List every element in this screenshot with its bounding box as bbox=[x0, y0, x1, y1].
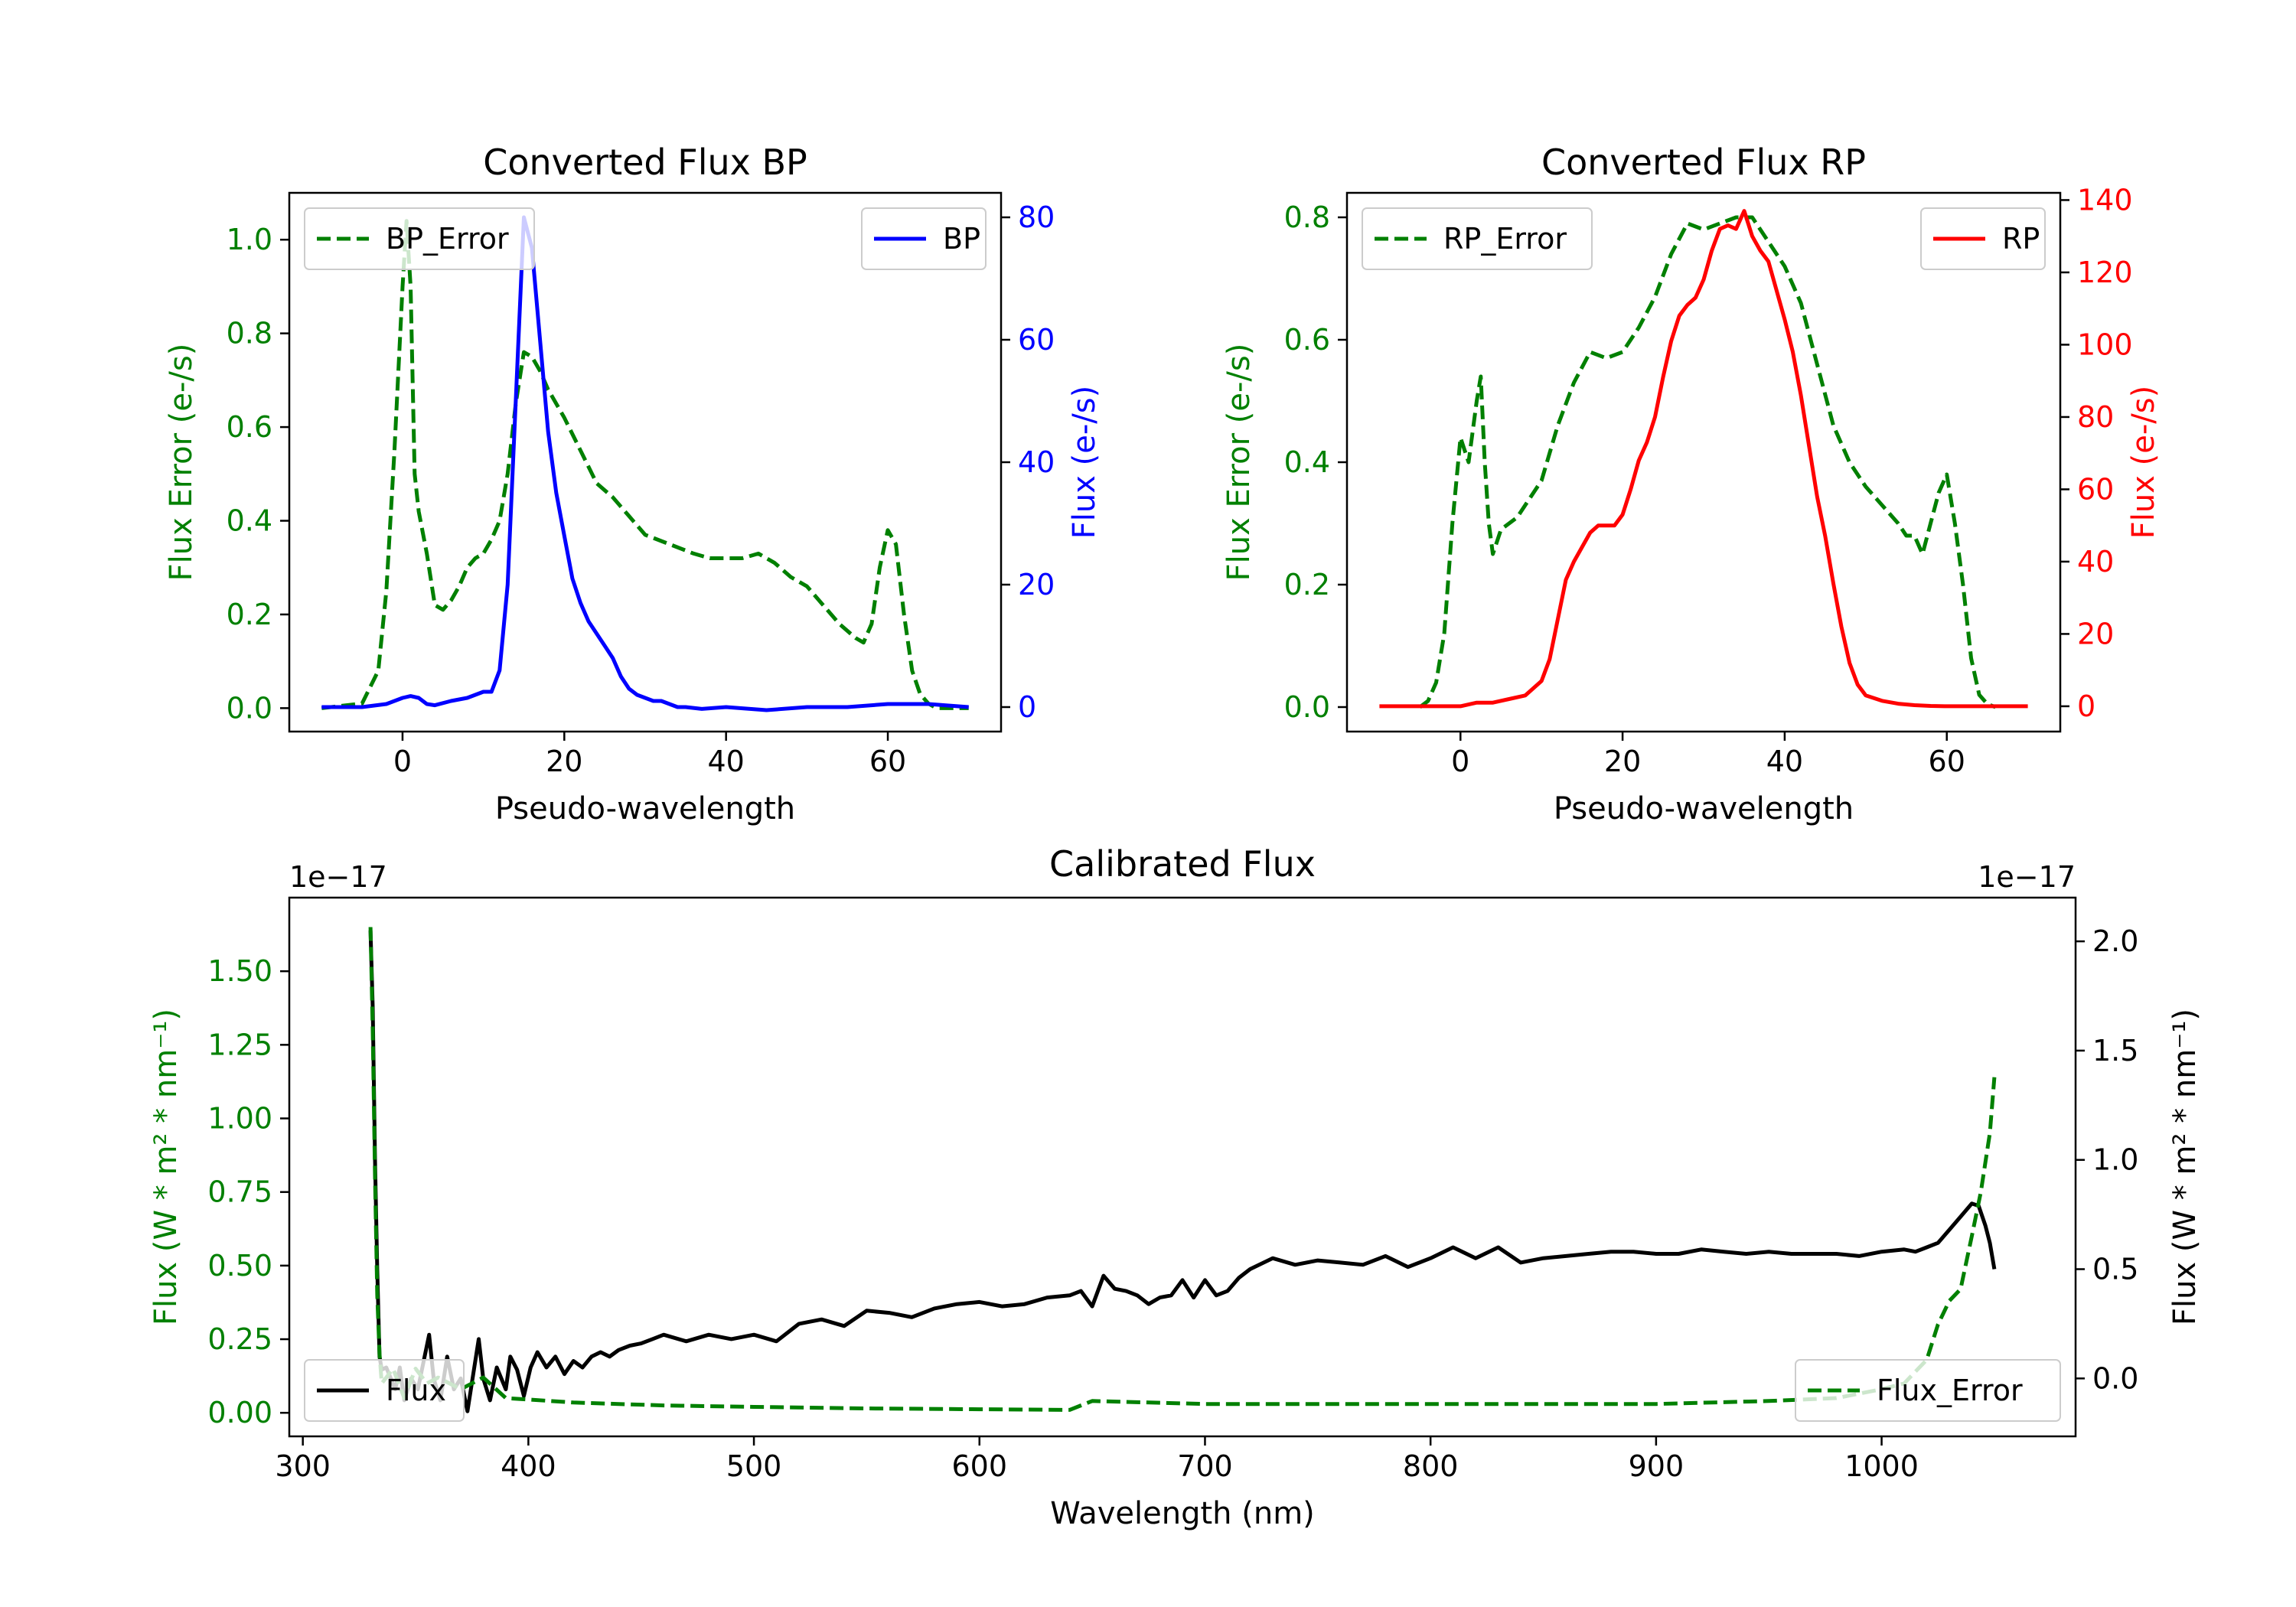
x-tick-label: 800 bbox=[1403, 1449, 1459, 1483]
y-left-axis-label: Flux (W * m² * nm⁻¹) bbox=[148, 1009, 184, 1325]
y-left-tick-label: 0.6 bbox=[1284, 323, 1330, 357]
x-tick-label: 400 bbox=[501, 1449, 556, 1483]
y-right-axis-label: Flux (e-/s) bbox=[2126, 386, 2161, 539]
x-tick-label: 20 bbox=[546, 745, 582, 778]
axes-frame bbox=[288, 191, 1003, 733]
y-right-tick-label: 20 bbox=[1018, 568, 1055, 601]
bp-panel: 0 20 40 60 0.0 0.2 0.4 0.6 0.8 1.0 0 20 40 60 80 Conver… bbox=[164, 142, 1102, 826]
y-left-tick-label: 0.8 bbox=[1284, 200, 1330, 234]
y-left-tick-label: 0.0 bbox=[227, 691, 272, 725]
x-tick-label: 20 bbox=[1604, 745, 1641, 778]
series-group bbox=[1379, 209, 2028, 709]
legend-bp: BP bbox=[861, 207, 987, 270]
rp-panel: 0 20 40 60 0.0 0.2 0.4 0.6 0.8 0 20 40 60 80 100 120 140… bbox=[1221, 142, 2161, 826]
x-tick-label: 700 bbox=[1177, 1449, 1233, 1483]
x-tick-label: 60 bbox=[1929, 745, 1965, 778]
y-left-tick-label: 1.50 bbox=[207, 954, 272, 988]
x-tick-label: 900 bbox=[1629, 1449, 1684, 1483]
chart-title: Calibrated Flux bbox=[1049, 843, 1316, 885]
y-right-tick-label: 60 bbox=[1018, 323, 1055, 357]
legend-label: BP bbox=[943, 222, 980, 256]
legend-box bbox=[304, 1359, 465, 1422]
series-line-rp-error bbox=[1418, 215, 1997, 709]
series-line-bp bbox=[321, 215, 969, 712]
series-line-bp-error bbox=[321, 219, 969, 710]
y-right-tick-label: 80 bbox=[1018, 200, 1055, 234]
x-tick-label: 0 bbox=[1451, 745, 1469, 778]
x-tick-label: 60 bbox=[869, 745, 906, 778]
x-tick-label: 500 bbox=[726, 1449, 782, 1483]
y-right-offset-label: 1e−17 bbox=[1978, 860, 2076, 894]
legend-rp-error: RP_Error bbox=[1362, 207, 1593, 270]
x-tick-label: 40 bbox=[708, 745, 745, 778]
y-left-tick-label: 0.2 bbox=[1284, 568, 1330, 601]
y-right-tick-label: 40 bbox=[2077, 545, 2114, 579]
x-axis-label: Wavelength (nm) bbox=[1050, 1496, 1315, 1531]
x-tick-label: 0 bbox=[393, 745, 412, 778]
series-line-flux-error bbox=[368, 927, 1997, 1412]
legend-flux-error: Flux_Error bbox=[1795, 1359, 2061, 1422]
y-right-tick-label: 0.5 bbox=[2092, 1253, 2138, 1286]
y-left-axis-label: Flux Error (e-/s) bbox=[164, 344, 199, 582]
y-right-tick-label: 40 bbox=[1018, 445, 1055, 479]
series-line-flux bbox=[368, 930, 1997, 1413]
series-group bbox=[368, 927, 1997, 1413]
y-left-tick-label: 0.2 bbox=[227, 598, 272, 631]
y-right-tick-label: 20 bbox=[2077, 617, 2114, 650]
axes-frame bbox=[288, 896, 2077, 1438]
y-right-tick-label: 120 bbox=[2077, 256, 2133, 289]
y-left-tick-label: 0.25 bbox=[207, 1322, 272, 1356]
series-line-rp bbox=[1379, 209, 2028, 709]
y-left-tick-label: 0.8 bbox=[227, 317, 272, 350]
y-left-tick-label: 0.6 bbox=[227, 410, 272, 444]
y-left-offset-label: 1e−17 bbox=[289, 860, 387, 894]
y-right-tick-label: 2.0 bbox=[2092, 924, 2138, 958]
y-left-tick-label: 0.4 bbox=[1284, 445, 1330, 479]
y-right-tick-label: 1.5 bbox=[2092, 1034, 2138, 1068]
legend-rp: RP bbox=[1920, 207, 2046, 270]
y-right-tick-label: 80 bbox=[2077, 400, 2114, 434]
y-left-tick-label: 1.0 bbox=[227, 223, 272, 256]
x-axis-label: Pseudo-wavelength bbox=[495, 791, 795, 826]
y-right-tick-label: 0 bbox=[2077, 689, 2095, 723]
x-tick-label: 600 bbox=[952, 1449, 1008, 1483]
y-left-tick-label: 1.25 bbox=[207, 1028, 272, 1061]
x-axis-label: Pseudo-wavelength bbox=[1554, 791, 1854, 826]
x-tick-label: 1000 bbox=[1844, 1449, 1919, 1483]
y-left-tick-label: 0.50 bbox=[207, 1249, 272, 1283]
legend-box bbox=[1795, 1359, 2061, 1422]
y-right-tick-label: 0 bbox=[1018, 690, 1036, 724]
legend-bp-error: BP_Error bbox=[304, 207, 535, 270]
y-right-tick-label: 0.0 bbox=[2092, 1361, 2138, 1395]
legend-box bbox=[304, 207, 535, 270]
x-tick-label: 300 bbox=[275, 1449, 331, 1483]
chart-title: Converted Flux RP bbox=[1541, 142, 1866, 183]
legend-label: RP_Error bbox=[1443, 222, 1567, 256]
y-left-tick-label: 0.0 bbox=[1284, 690, 1330, 724]
y-right-tick-label: 1.0 bbox=[2092, 1143, 2138, 1177]
y-right-tick-label: 140 bbox=[2077, 183, 2133, 217]
legend-flux: Flux bbox=[304, 1359, 465, 1422]
y-left-tick-label: 1.00 bbox=[207, 1102, 272, 1136]
y-left-axis-label: Flux Error (e-/s) bbox=[1221, 344, 1257, 582]
legend-label: Flux bbox=[386, 1374, 446, 1407]
series-group bbox=[321, 215, 969, 712]
legend-label: Flux_Error bbox=[1877, 1374, 2023, 1407]
legend-label: BP_Error bbox=[386, 222, 509, 256]
y-right-tick-label: 100 bbox=[2077, 328, 2133, 361]
chart-title: Converted Flux BP bbox=[483, 142, 807, 183]
x-tick-label: 40 bbox=[1766, 745, 1803, 778]
y-left-tick-label: 0.00 bbox=[207, 1396, 272, 1429]
y-right-axis-label: Flux (e-/s) bbox=[1067, 386, 1102, 539]
y-right-tick-label: 60 bbox=[2077, 472, 2114, 506]
calibrated-panel: 300 400 500 600 700 800 900 1000 0.00 0.25 0.50 0.7… bbox=[148, 843, 2203, 1531]
y-right-axis-label: Flux (W * m² * nm⁻¹) bbox=[2167, 1009, 2203, 1325]
legend-box bbox=[1362, 207, 1593, 270]
legend-label: RP bbox=[2002, 222, 2040, 256]
y-left-tick-label: 0.75 bbox=[207, 1175, 272, 1209]
y-left-tick-label: 0.4 bbox=[227, 504, 272, 538]
